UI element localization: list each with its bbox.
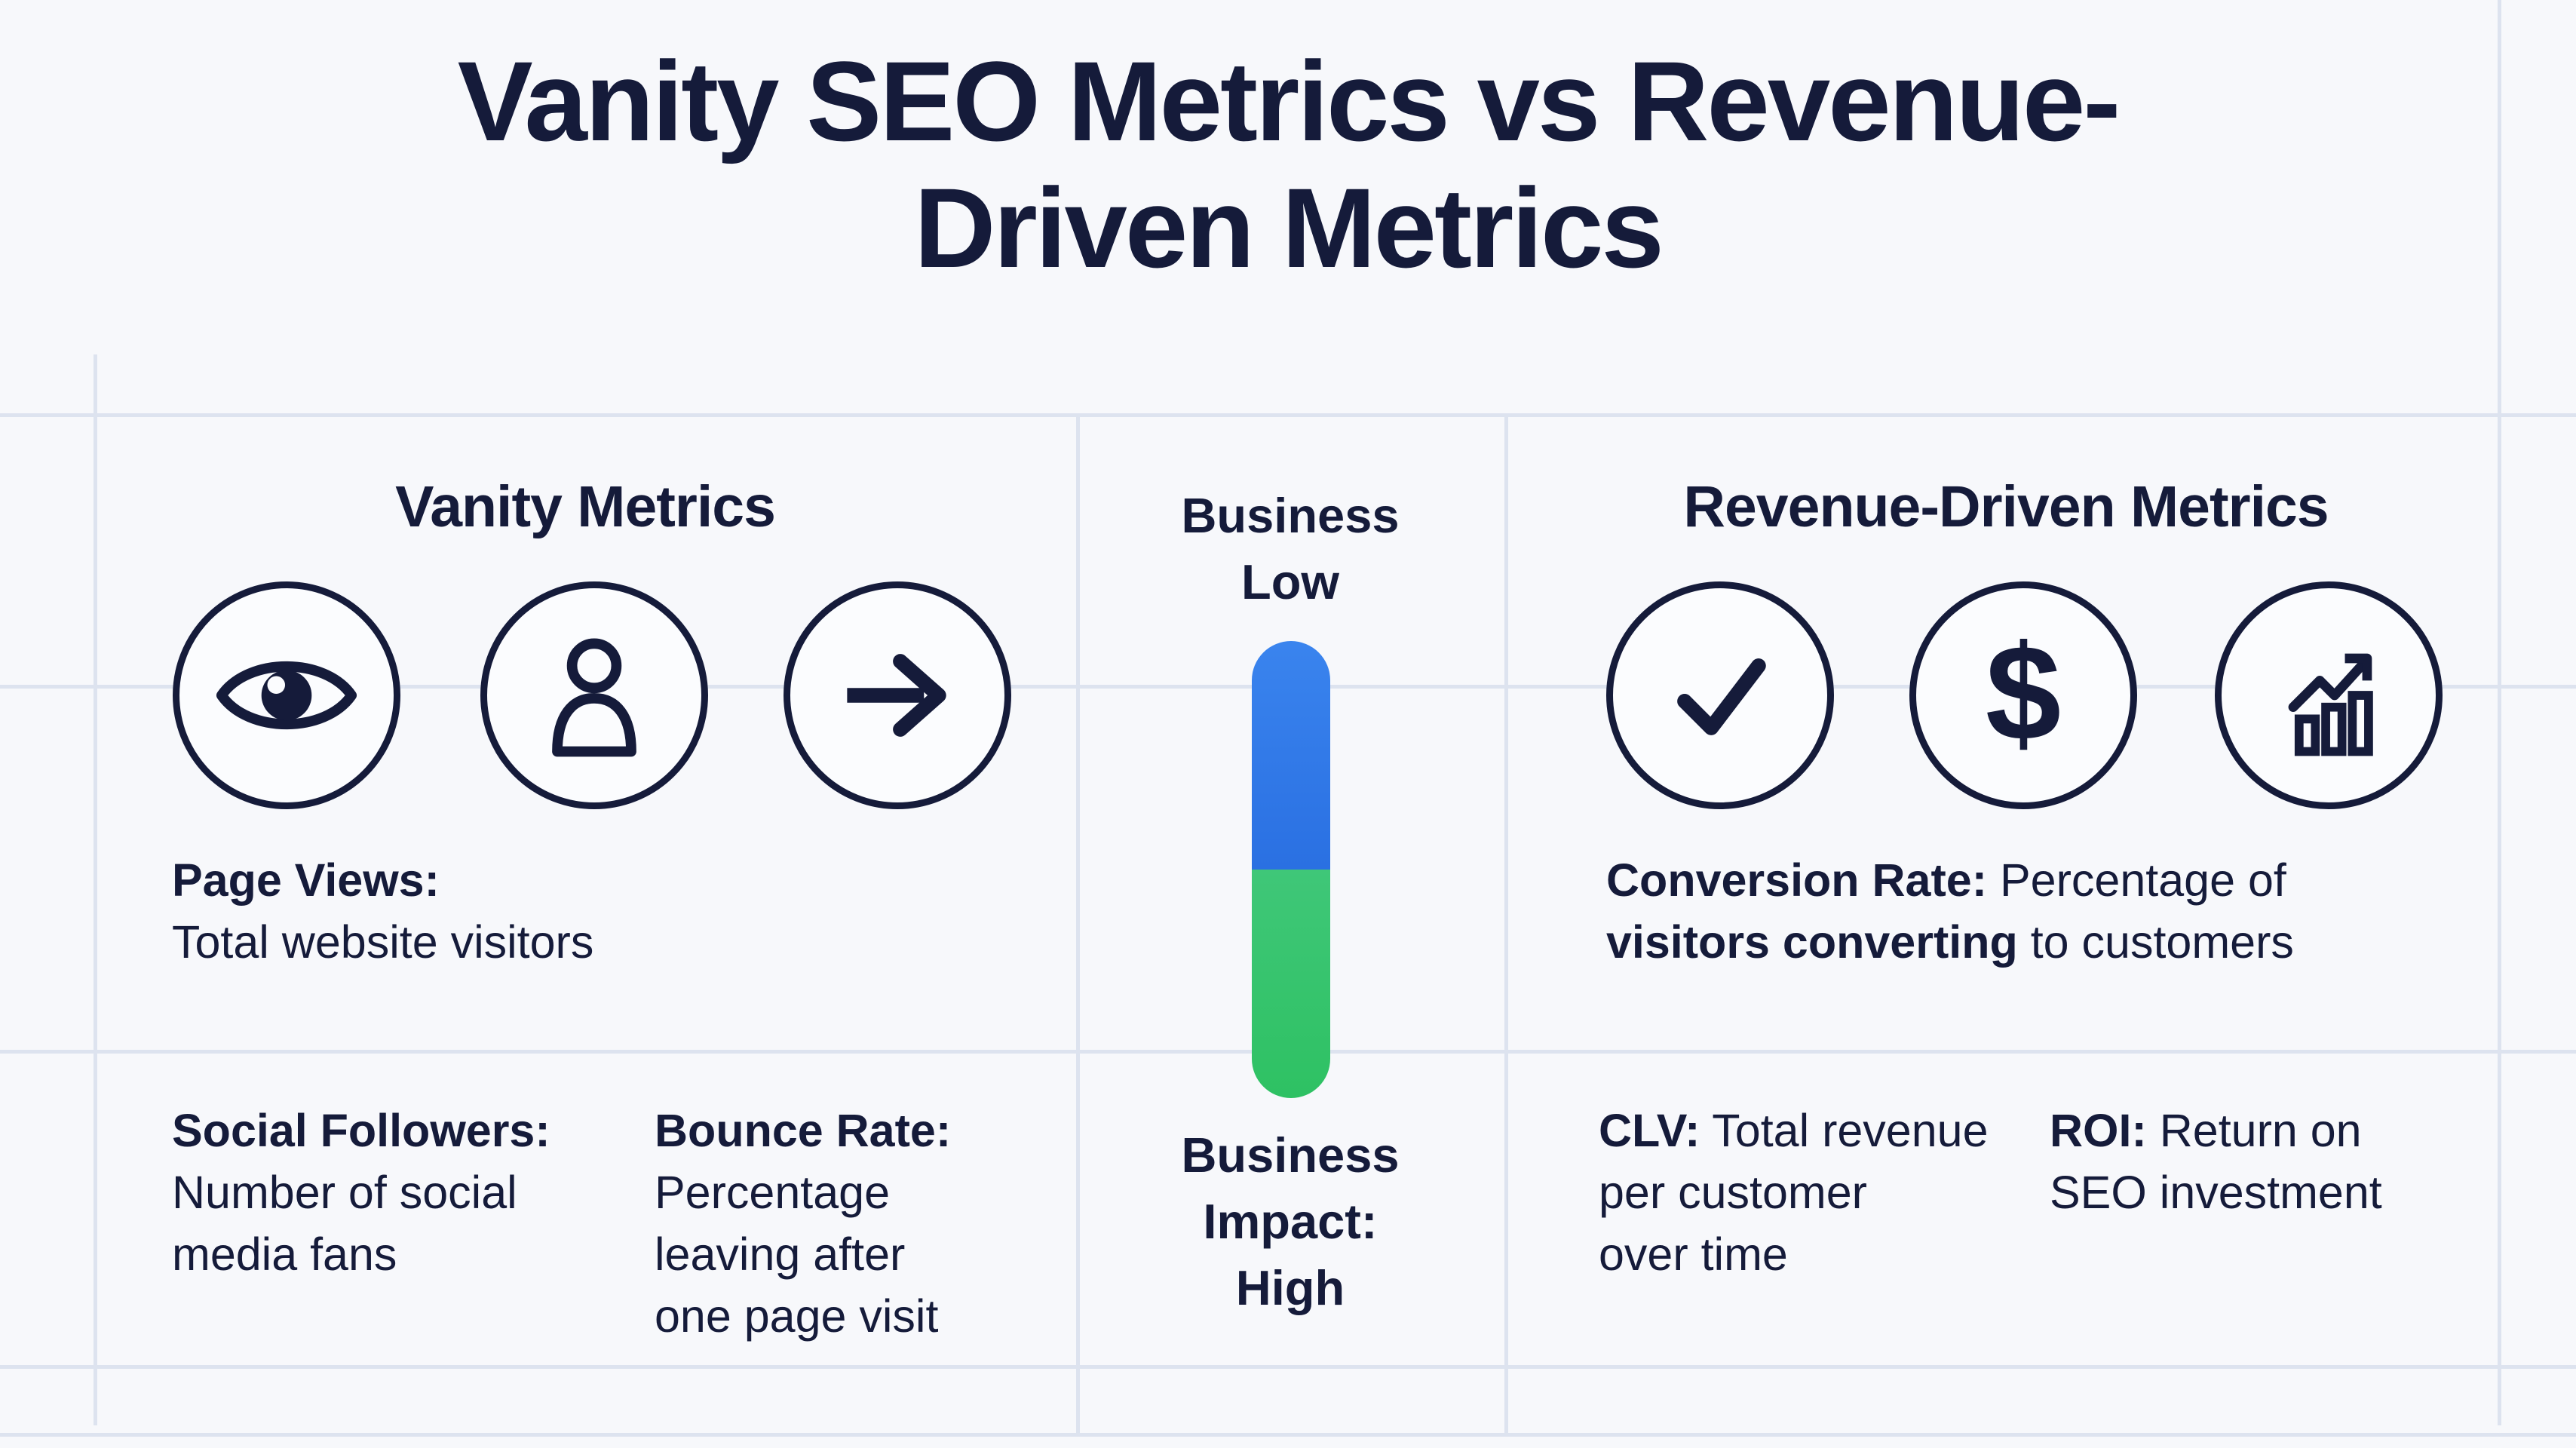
grid-line-vertical-left — [94, 354, 97, 1425]
clv-label: CLV: — [1599, 1105, 1700, 1156]
social-followers-metric: Social Followers: Number of social media… — [172, 1100, 550, 1285]
arrow-right-icon — [784, 581, 1011, 809]
grid-line-horizontal-bottom — [0, 1365, 2576, 1369]
social-followers-desc: Number of social media fans — [172, 1167, 517, 1280]
business-impact-bar — [1252, 641, 1330, 1098]
conversion-rate-metric: Conversion Rate: Percentage of visitors … — [1606, 849, 2294, 973]
conversion-rate-bold-2: visitors converting — [1606, 916, 2018, 968]
bounce-rate-label: Bounce Rate: — [655, 1105, 952, 1156]
dollar-icon: $ — [1909, 581, 2137, 809]
business-impact-low-label: Business Low — [1181, 488, 1400, 609]
page-title: Vanity SEO Metrics vs Revenue- Driven Me… — [457, 38, 2121, 291]
grid-line-horizontal-top — [0, 413, 2576, 417]
page-views-label: Page Views: — [172, 854, 440, 906]
grid-line-horizontal-footer — [0, 1433, 2576, 1437]
user-icon — [480, 581, 708, 809]
page-views-desc: Total website visitors — [172, 916, 594, 968]
impact-bar-high-segment — [1252, 870, 1330, 1098]
vanity-metrics-header: Vanity Metrics — [395, 474, 776, 539]
conversion-rate-label: Conversion Rate: — [1606, 854, 1988, 906]
conversion-rate-text-1: Percentage of — [1987, 854, 2286, 906]
bounce-rate-metric: Bounce Rate: Percentage leaving after on… — [655, 1100, 951, 1347]
conversion-rate-text-2: to customers — [2017, 916, 2294, 968]
impact-bar-low-segment — [1252, 641, 1330, 870]
bounce-rate-desc: Percentage leaving after one page visit — [655, 1167, 939, 1342]
dollar-glyph: $ — [1986, 621, 2061, 769]
eye-icon — [173, 581, 400, 809]
roi-metric: ROI: Return on SEO investment — [2050, 1100, 2382, 1223]
grid-line-vertical-mid-left — [1076, 413, 1080, 1433]
chart-up-icon — [2215, 581, 2443, 809]
grid-line-vertical-mid-right — [1504, 413, 1508, 1433]
revenue-metrics-header: Revenue-Driven Metrics — [1683, 474, 2329, 539]
roi-text: Return on — [2146, 1105, 2362, 1156]
clv-desc: per customer over time — [1599, 1167, 1867, 1280]
business-impact-high-label: Business Impact: High — [1181, 1127, 1400, 1315]
clv-metric: CLV: Total revenue per customer over tim… — [1599, 1100, 1989, 1285]
check-icon — [1606, 581, 1834, 809]
social-followers-label: Social Followers: — [172, 1105, 550, 1156]
page-views-metric: Page Views: Total website visitors — [172, 849, 593, 973]
grid-line-vertical-right — [2498, 0, 2501, 1425]
roi-desc: SEO investment — [2050, 1167, 2382, 1218]
roi-label: ROI: — [2050, 1105, 2147, 1156]
clv-text: Total revenue — [1700, 1105, 1989, 1156]
